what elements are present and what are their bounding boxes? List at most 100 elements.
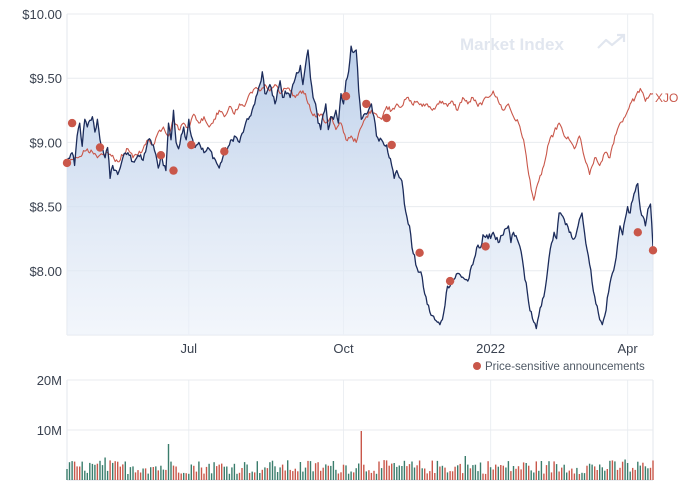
volume-bar [512, 466, 515, 480]
volume-bar [578, 474, 581, 480]
volume-bar [416, 465, 418, 480]
volume-bar [73, 461, 76, 480]
volume-bar [114, 461, 116, 480]
volume-bar [571, 468, 573, 480]
volume-bar [177, 472, 180, 480]
volume-bar [289, 469, 291, 480]
volume-bar [292, 471, 294, 480]
volume-bar [383, 460, 385, 480]
volume-bar [198, 461, 200, 480]
announcement-marker [220, 147, 229, 156]
volume-bar [223, 466, 225, 480]
price-series-line [67, 45, 653, 330]
volume-bar [365, 471, 367, 480]
volume-bar [540, 461, 543, 480]
volume-bar [294, 468, 296, 480]
volume-bar [347, 473, 350, 480]
volume-bar [467, 464, 469, 480]
volume-bar [297, 471, 299, 480]
volume-bar [548, 461, 550, 480]
volume-bar [246, 464, 248, 480]
volume-bar [195, 471, 198, 480]
volume-bar [495, 464, 497, 480]
volume-bar [500, 465, 502, 480]
volume-bar [472, 465, 474, 480]
volume-bar [279, 467, 281, 480]
volume-bar [563, 464, 565, 480]
announcement-marker [633, 228, 642, 237]
y-tick-label: $10.00 [22, 7, 62, 22]
volume-bar [287, 460, 289, 480]
volume-bar [243, 462, 246, 480]
volume-bar [561, 467, 563, 480]
volume-bar [429, 471, 431, 480]
volume-bar [256, 461, 258, 480]
volume-bar [259, 473, 261, 480]
volume-bar [411, 461, 413, 480]
volume-bar [393, 463, 395, 480]
volume-bar [96, 463, 99, 480]
volume-bar [487, 461, 489, 480]
volume-bar [576, 467, 578, 480]
volume-bar [375, 473, 378, 480]
volume-bar [281, 464, 284, 480]
volume-bar [167, 444, 170, 480]
volume-bar [355, 468, 357, 480]
volume-bar [205, 466, 208, 480]
volume-bar [109, 460, 111, 480]
volume-bar [226, 466, 228, 480]
volume-bar [188, 473, 190, 480]
volume-bar [221, 463, 223, 480]
volume-bar [477, 471, 479, 480]
volume-bar [469, 468, 472, 480]
volume-bar [119, 466, 121, 480]
volume-bar [264, 467, 266, 480]
volume-bar [502, 465, 504, 480]
volume-bar [482, 473, 484, 480]
volume-bar [104, 457, 106, 480]
y-tick-label: $8.50 [29, 200, 62, 215]
volume-bar [436, 460, 439, 480]
legend[interactable]: Price-sensitive announcements [473, 361, 645, 373]
volume-bar [637, 461, 639, 480]
announcement-marker [169, 166, 178, 175]
volume-bar [76, 466, 78, 480]
volume-bar [599, 464, 601, 480]
volume-bar [340, 472, 342, 480]
volume-bar [307, 460, 309, 480]
price-area [67, 46, 653, 335]
volume-bar [271, 460, 274, 480]
xjo-series-line [67, 84, 653, 201]
volume-bar [426, 473, 428, 480]
volume-bar [449, 471, 451, 480]
volume-bar [84, 470, 86, 480]
volume-bar [233, 463, 236, 480]
volume-bar [507, 461, 510, 480]
market-index-watermark: Market Index [460, 33, 626, 54]
volume-bar [624, 459, 626, 480]
volume-bar [185, 473, 187, 480]
volume-bar [101, 465, 104, 480]
volume-bar [652, 460, 654, 480]
volume-bar [517, 466, 520, 480]
volume-bar [152, 467, 154, 480]
volume-bar [302, 471, 304, 480]
volume-bar [533, 472, 535, 480]
volume-bar [304, 467, 307, 480]
volume-bar [525, 463, 527, 480]
volume-bar [649, 467, 652, 480]
volume-bar [391, 463, 393, 480]
volume-bar [406, 466, 408, 480]
y-tick-label: $9.50 [29, 71, 62, 86]
volume-bar [360, 431, 362, 480]
volume-bar [317, 462, 319, 480]
volume-bar [421, 468, 423, 480]
volume-bar [330, 465, 332, 480]
volume-bar [332, 461, 335, 480]
volume-bar [157, 470, 159, 480]
volume-bar [413, 467, 416, 480]
volume-bar [86, 472, 88, 480]
volume-bar [439, 466, 441, 480]
volume-bar [632, 467, 634, 480]
